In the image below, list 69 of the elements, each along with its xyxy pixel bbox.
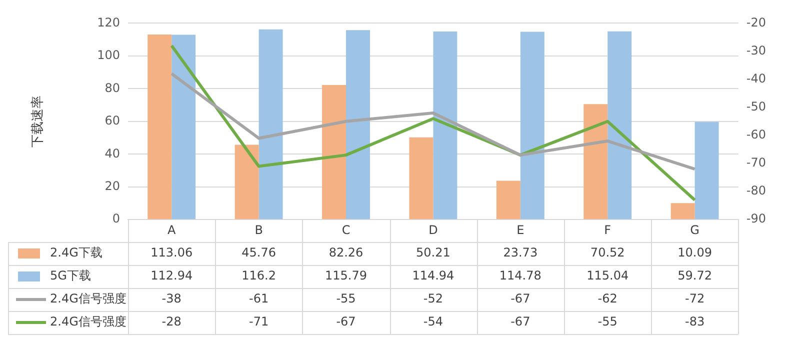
y-tick-label: 60: [104, 114, 120, 128]
data-label: 116.2: [242, 268, 276, 283]
x-tick-label: D: [428, 222, 438, 237]
y2-tick-label: -90: [746, 212, 766, 226]
data-label: 70.52: [590, 246, 625, 260]
x-tick-label: C: [342, 222, 350, 237]
data-label: 10.09: [678, 246, 712, 260]
data-label: 114.94: [412, 268, 454, 283]
data-label: 50.21: [416, 246, 450, 260]
data-label: 115.79: [325, 268, 367, 283]
data-label: -54: [423, 314, 444, 329]
data-label: -61: [248, 292, 269, 306]
data-label: 112.94: [150, 268, 193, 283]
x-tick-label: E: [516, 222, 524, 237]
y-tick-label: 0: [112, 212, 120, 226]
bar: [234, 144, 259, 220]
bar: [346, 30, 370, 220]
data-label: 114.78: [499, 268, 542, 283]
data-label: -55: [336, 292, 356, 306]
data-label: -38: [162, 292, 182, 306]
data-label: -67: [336, 314, 356, 329]
legend-label: 5G下载: [50, 268, 91, 283]
legend-label: 2.4G下载: [50, 246, 102, 260]
y2-tick-label: -20: [746, 15, 766, 30]
y-tick-label: 40: [104, 146, 120, 160]
y2-tick-label: -70: [746, 156, 766, 170]
bar: [694, 122, 719, 220]
y2-tick-label: -50: [746, 99, 766, 114]
data-label: -67: [510, 292, 530, 306]
bar: [433, 31, 458, 220]
x-tick-label: G: [690, 222, 700, 237]
data-label: 115.04: [586, 268, 629, 283]
y-tick-label: 20: [104, 178, 120, 193]
legend-label: 2.4G信号强度: [50, 292, 126, 306]
data-label: 45.76: [242, 246, 276, 260]
data-label: -62: [598, 292, 618, 306]
bar: [172, 34, 196, 220]
x-tick-label: B: [254, 222, 263, 237]
data-label: -72: [684, 292, 705, 306]
data-label: 23.73: [503, 246, 538, 260]
bar: [496, 180, 520, 220]
data-label: -55: [598, 314, 618, 329]
bar: [409, 137, 434, 220]
data-label: -83: [684, 314, 705, 329]
y-axis-title: 下载速率: [29, 95, 46, 148]
data-label: 113.06: [150, 246, 193, 260]
legend-label: 2.4G信号强度: [50, 314, 126, 329]
data-label: -28: [162, 314, 182, 329]
data-label: 59.72: [678, 268, 712, 283]
bar: [584, 104, 608, 220]
data-label: -52: [423, 292, 444, 306]
bar: [322, 84, 346, 220]
y2-tick-label: -30: [746, 43, 766, 58]
bar: [520, 32, 544, 220]
x-tick-label: A: [167, 222, 176, 237]
bar: [258, 29, 283, 220]
bar: [608, 31, 632, 220]
y-tick-label: 100: [97, 48, 120, 62]
y-tick-label: 80: [104, 80, 120, 95]
data-label: -71: [248, 314, 269, 329]
data-label: -67: [510, 314, 530, 329]
bar: [148, 34, 172, 220]
bar: [670, 203, 695, 220]
y2-tick-label: -80: [746, 184, 766, 198]
data-label: 82.26: [328, 246, 364, 260]
y2-tick-label: -60: [746, 128, 766, 142]
x-tick-label: F: [604, 222, 612, 237]
y-tick-label: 120: [97, 15, 120, 30]
y2-tick-label: -40: [746, 71, 766, 86]
